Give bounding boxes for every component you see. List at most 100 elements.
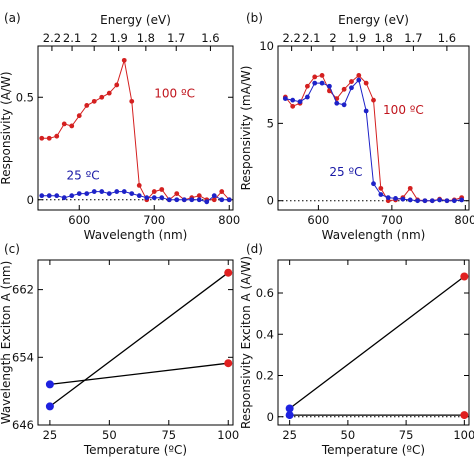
data-point [174, 197, 180, 203]
x-tick-label: 100 [217, 428, 239, 442]
panel-tag: (c) [4, 242, 20, 256]
data-point [54, 193, 60, 199]
panel-a: (a) 600 700 800 0 0.5 2.2 2.1 2 1.9 1.8 1.7 1.6 Energ… [0, 11, 240, 242]
data-point [61, 195, 67, 201]
data-point [459, 197, 465, 203]
data-point [121, 57, 127, 63]
x-tick-label: 50 [102, 428, 117, 442]
data-point [219, 197, 225, 203]
plot-frame [277, 259, 470, 426]
data-point [196, 197, 202, 203]
data-point [39, 193, 45, 199]
data-point [91, 189, 97, 194]
data-point [341, 102, 347, 108]
data-point [99, 189, 105, 194]
energy-tick-label: 1.8 [137, 31, 155, 45]
data-point [312, 80, 318, 86]
data-point [84, 191, 90, 197]
x-tick-label: 100 [453, 428, 474, 442]
x-tick-label: 600 [307, 213, 329, 227]
series-annotation: 100 ºC [383, 103, 424, 117]
x-tick-label: 600 [68, 213, 90, 227]
data-point [290, 103, 296, 109]
data-point [304, 83, 310, 89]
x-tick-label: 25 [43, 428, 58, 442]
data-point [363, 108, 369, 114]
data-point [151, 189, 157, 194]
data-point [106, 191, 112, 197]
data-point [189, 197, 195, 203]
data-point [285, 411, 294, 420]
y-tick-label: 0 [27, 193, 34, 207]
data-point [356, 72, 362, 78]
data-point [121, 189, 127, 194]
y-tick-label: 654 [12, 350, 34, 364]
plot-frame [37, 259, 234, 426]
data-point [429, 198, 435, 204]
energy-tick-label: 2.2 [282, 31, 300, 45]
data-point [114, 189, 120, 194]
energy-tick-label: 1.7 [404, 31, 422, 45]
data-point [363, 80, 369, 86]
series-annotation: 25 ºC [329, 165, 362, 179]
data-point [204, 199, 210, 205]
data-point [54, 133, 60, 139]
panel-tag: (a) [4, 11, 21, 25]
data-point [129, 98, 135, 104]
data-point [114, 82, 120, 88]
y-tick-label: 0 [267, 410, 274, 424]
x-tick-label: 75 [399, 428, 414, 442]
energy-axis-title: Energy (eV) [100, 13, 171, 27]
data-point [282, 96, 288, 102]
data-point [460, 272, 469, 281]
data-point [460, 411, 469, 420]
x-tick-label: 75 [161, 428, 176, 442]
data-point [285, 404, 294, 413]
data-point [319, 72, 325, 78]
data-point [46, 135, 52, 141]
data-point [46, 193, 52, 199]
y-tick-label: 0.2 [256, 369, 274, 383]
y-tick-label: 5 [267, 116, 274, 130]
energy-tick-label: 1.6 [438, 31, 456, 45]
energy-tick-label: 1.8 [374, 31, 392, 45]
y-axis-title: Wavelength Exciton A (nm) [0, 261, 13, 425]
panel-c: (c) 25 50 75 100 646 654 662 Temperature (ºC) Wav… [0, 242, 239, 457]
data-point [219, 189, 225, 194]
y-tick-label: 0.5 [16, 90, 34, 104]
x-axis-title: Wavelength (nm) [84, 228, 188, 242]
data-point [211, 193, 217, 199]
data-point [349, 79, 354, 84]
y-tick-label: 0.6 [256, 286, 274, 300]
data-point [45, 402, 54, 411]
data-point [356, 77, 362, 83]
panel-d: (d) 25 50 75 100 0 0.2 0.4 0.6 Temperature (ºC) Re… [239, 242, 474, 457]
y-axis-title: Responsivity Exciton A (A/W) [239, 256, 253, 429]
data-point [196, 193, 202, 199]
y-tick-label: 10 [259, 39, 274, 53]
data-point [151, 195, 157, 201]
data-point [297, 99, 303, 105]
data-point [378, 185, 384, 191]
data-point [76, 113, 82, 119]
data-point [393, 195, 398, 201]
data-point [159, 195, 165, 201]
data-point [304, 94, 310, 100]
energy-tick-label: 2 [91, 31, 98, 45]
data-point [136, 183, 142, 188]
data-point [136, 193, 142, 199]
data-point [451, 198, 457, 204]
data-point [129, 191, 135, 197]
series-line-1 [49, 362, 229, 386]
data-point [69, 193, 75, 199]
x-tick-label: 700 [381, 213, 403, 227]
data-point [226, 197, 232, 203]
series-line-0 [49, 272, 229, 407]
data-point [400, 196, 406, 202]
data-point [378, 192, 384, 197]
data-point [45, 380, 54, 389]
x-tick-label: 800 [218, 213, 240, 227]
data-point [166, 197, 172, 203]
data-point [144, 195, 150, 201]
data-point [61, 121, 67, 127]
